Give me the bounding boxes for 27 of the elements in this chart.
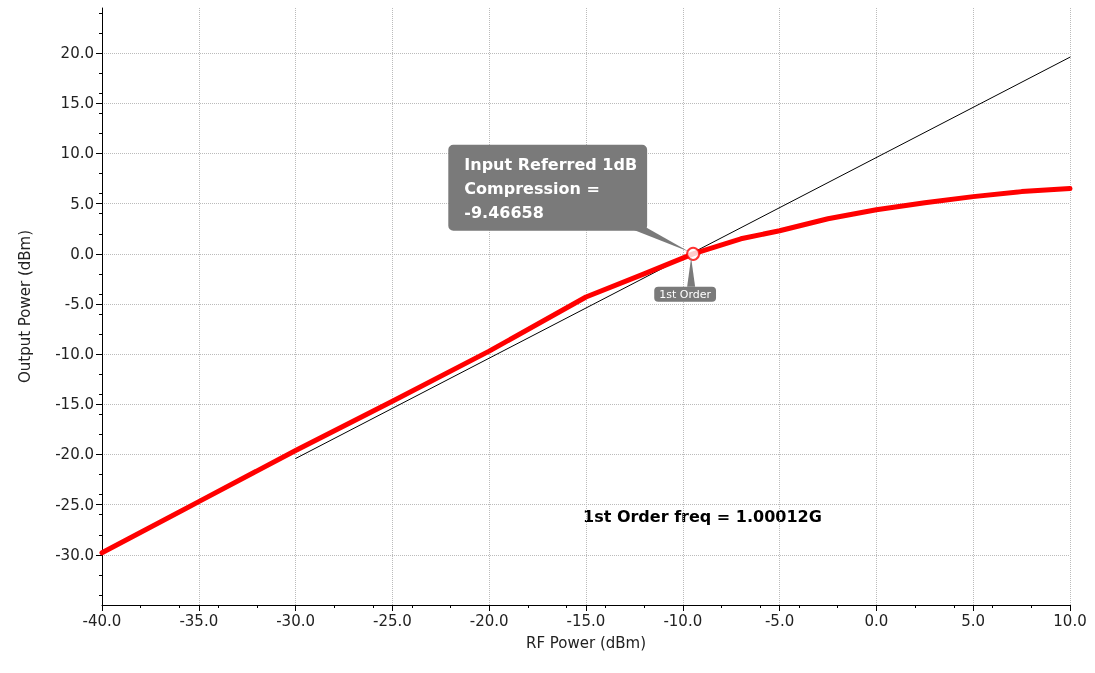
x-tick-label: -40.0: [82, 611, 122, 630]
x-tick-label: -5.0: [764, 611, 795, 630]
x-tick-label: 0.0: [864, 611, 889, 630]
y-tick-label: 20.0: [60, 44, 94, 63]
annotation: 1st Order: [659, 287, 712, 301]
x-axis-title: RF Power (dBm): [525, 633, 647, 652]
x-tick-label: -25.0: [372, 611, 412, 630]
x-tick-label: -35.0: [179, 611, 219, 630]
x-tick-label: -10.0: [663, 611, 703, 630]
y-tick-label: -15.0: [55, 395, 94, 414]
annotation: 1st Order freq = 1.00012G: [583, 506, 822, 526]
x-tick-label: -20.0: [469, 611, 509, 630]
x-tick-label: 10.0: [1053, 611, 1087, 630]
x-tick-label: -15.0: [566, 611, 606, 630]
y-axis-title: Output Power (dBm): [15, 229, 34, 384]
x-tick-label: -30.0: [276, 611, 316, 630]
y-tick-label: -20.0: [55, 445, 94, 464]
annotation: Input Referred 1dB Compression = -9.46658: [464, 155, 638, 223]
y-tick-label: -30.0: [55, 545, 94, 564]
y-tick-label: 15.0: [60, 94, 94, 113]
y-tick-label: 10.0: [60, 144, 94, 163]
y-tick-label: 5.0: [70, 194, 94, 213]
y-tick-label: -5.0: [64, 294, 94, 313]
y-tick-label: -10.0: [55, 345, 94, 364]
y-tick-label: 0.0: [70, 244, 94, 263]
x-tick-label: 5.0: [961, 611, 986, 630]
y-tick-label: -25.0: [55, 495, 94, 514]
